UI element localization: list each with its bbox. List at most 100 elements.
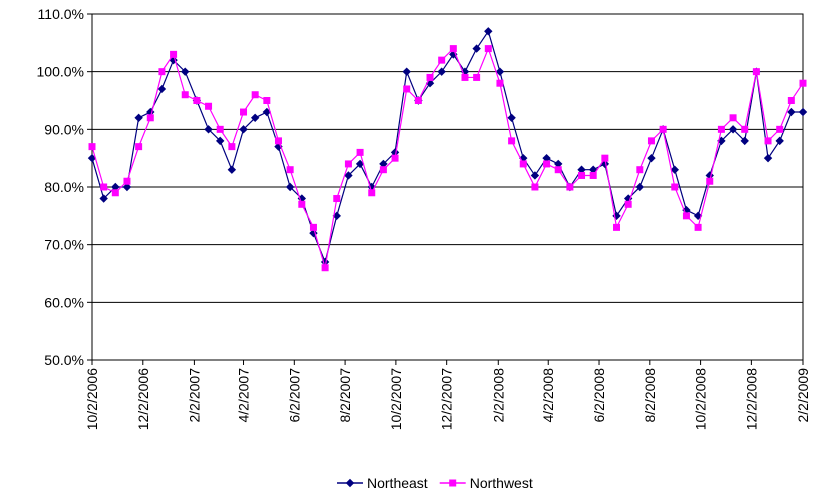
data-point bbox=[578, 171, 586, 179]
data-point bbox=[670, 165, 679, 174]
x-tick-label: 8/2/2008 bbox=[642, 368, 658, 423]
x-tick-label: 2/2/2008 bbox=[490, 368, 506, 423]
data-point bbox=[495, 67, 505, 76]
data-point bbox=[87, 153, 97, 163]
data-point bbox=[111, 189, 119, 197]
data-point bbox=[157, 84, 167, 94]
data-point bbox=[694, 223, 702, 231]
data-point bbox=[239, 125, 248, 134]
data-point bbox=[402, 67, 411, 76]
data-point bbox=[531, 183, 539, 191]
y-tick-label: 80.0% bbox=[44, 179, 84, 195]
x-tick-label: 6/2/2008 bbox=[591, 368, 607, 423]
data-point bbox=[100, 183, 108, 191]
data-point bbox=[403, 85, 411, 93]
data-point bbox=[391, 154, 399, 162]
series-line bbox=[91, 46, 804, 268]
y-tick-label: 100.0% bbox=[37, 64, 84, 80]
data-point bbox=[285, 182, 295, 192]
data-point bbox=[613, 223, 621, 231]
data-point bbox=[671, 183, 679, 191]
data-point bbox=[530, 171, 540, 180]
data-point bbox=[99, 194, 108, 203]
data-point bbox=[589, 171, 597, 179]
y-tick-label: 60.0% bbox=[44, 294, 84, 310]
y-tick-label: 110.0% bbox=[38, 6, 84, 22]
data-point bbox=[333, 195, 341, 203]
y-tick-label: 70.0% bbox=[44, 237, 84, 253]
data-point bbox=[368, 189, 376, 197]
data-point bbox=[659, 125, 667, 133]
data-point bbox=[263, 97, 271, 104]
data-point bbox=[437, 67, 446, 76]
x-tick-label: 12/2/2006 bbox=[135, 368, 151, 430]
data-point bbox=[227, 165, 237, 174]
data-point bbox=[426, 73, 434, 81]
data-point bbox=[344, 160, 352, 168]
x-tick-label: 10/2/2008 bbox=[693, 368, 709, 430]
data-point bbox=[484, 45, 492, 53]
data-point bbox=[601, 154, 609, 162]
data-point bbox=[250, 113, 260, 123]
data-point bbox=[799, 79, 807, 87]
data-point bbox=[204, 125, 213, 134]
x-tick-label: 2/2/2007 bbox=[186, 368, 202, 423]
data-point bbox=[228, 143, 236, 151]
data-point bbox=[240, 108, 248, 116]
data-point bbox=[309, 223, 317, 231]
data-point bbox=[717, 125, 725, 133]
data-point bbox=[473, 73, 481, 81]
data-point bbox=[181, 67, 190, 76]
x-tick-label: 4/2/2008 bbox=[540, 368, 556, 423]
data-point bbox=[740, 136, 749, 146]
data-point bbox=[88, 143, 96, 151]
data-point bbox=[193, 97, 201, 104]
data-point bbox=[286, 166, 294, 174]
y-tick-label: 50.0% bbox=[44, 352, 84, 368]
data-point bbox=[741, 125, 749, 133]
x-tick-label: 12/2/2008 bbox=[743, 368, 759, 430]
data-point bbox=[636, 166, 644, 174]
data-point bbox=[122, 182, 132, 192]
data-point bbox=[787, 97, 795, 104]
data-point bbox=[123, 177, 131, 185]
data-point bbox=[321, 264, 329, 272]
legend-label: Northwest bbox=[470, 475, 533, 491]
data-point bbox=[298, 200, 306, 208]
data-point bbox=[158, 68, 166, 76]
x-tick-label: 10/2/2006 bbox=[84, 368, 100, 430]
data-point bbox=[205, 102, 213, 110]
data-point bbox=[461, 73, 469, 81]
x-tick-label: 6/2/2007 bbox=[286, 368, 302, 423]
data-point bbox=[764, 137, 772, 145]
data-point bbox=[472, 44, 481, 53]
data-point bbox=[729, 114, 737, 122]
data-point bbox=[134, 113, 143, 123]
data-point bbox=[752, 68, 760, 76]
data-point bbox=[682, 212, 690, 220]
x-tick-label: 12/2/2007 bbox=[439, 368, 455, 430]
data-point bbox=[414, 97, 422, 104]
data-point bbox=[566, 183, 574, 191]
data-point bbox=[508, 137, 516, 145]
data-point bbox=[262, 107, 272, 117]
data-point bbox=[647, 153, 656, 163]
data-point bbox=[763, 153, 773, 163]
data-point bbox=[355, 159, 365, 169]
data-point bbox=[216, 125, 224, 133]
data-point bbox=[170, 50, 178, 58]
legend-label: Northeast bbox=[367, 475, 428, 491]
legend-marker bbox=[449, 479, 457, 487]
data-point bbox=[519, 160, 527, 168]
legend-marker bbox=[345, 478, 355, 488]
data-point bbox=[776, 125, 784, 133]
x-tick-label: 10/2/2007 bbox=[388, 368, 404, 430]
data-point bbox=[356, 148, 364, 156]
data-point bbox=[484, 27, 493, 36]
data-point bbox=[775, 136, 784, 146]
data-point bbox=[216, 136, 225, 146]
data-point bbox=[554, 166, 562, 174]
data-point bbox=[635, 182, 645, 192]
data-point bbox=[449, 45, 457, 53]
